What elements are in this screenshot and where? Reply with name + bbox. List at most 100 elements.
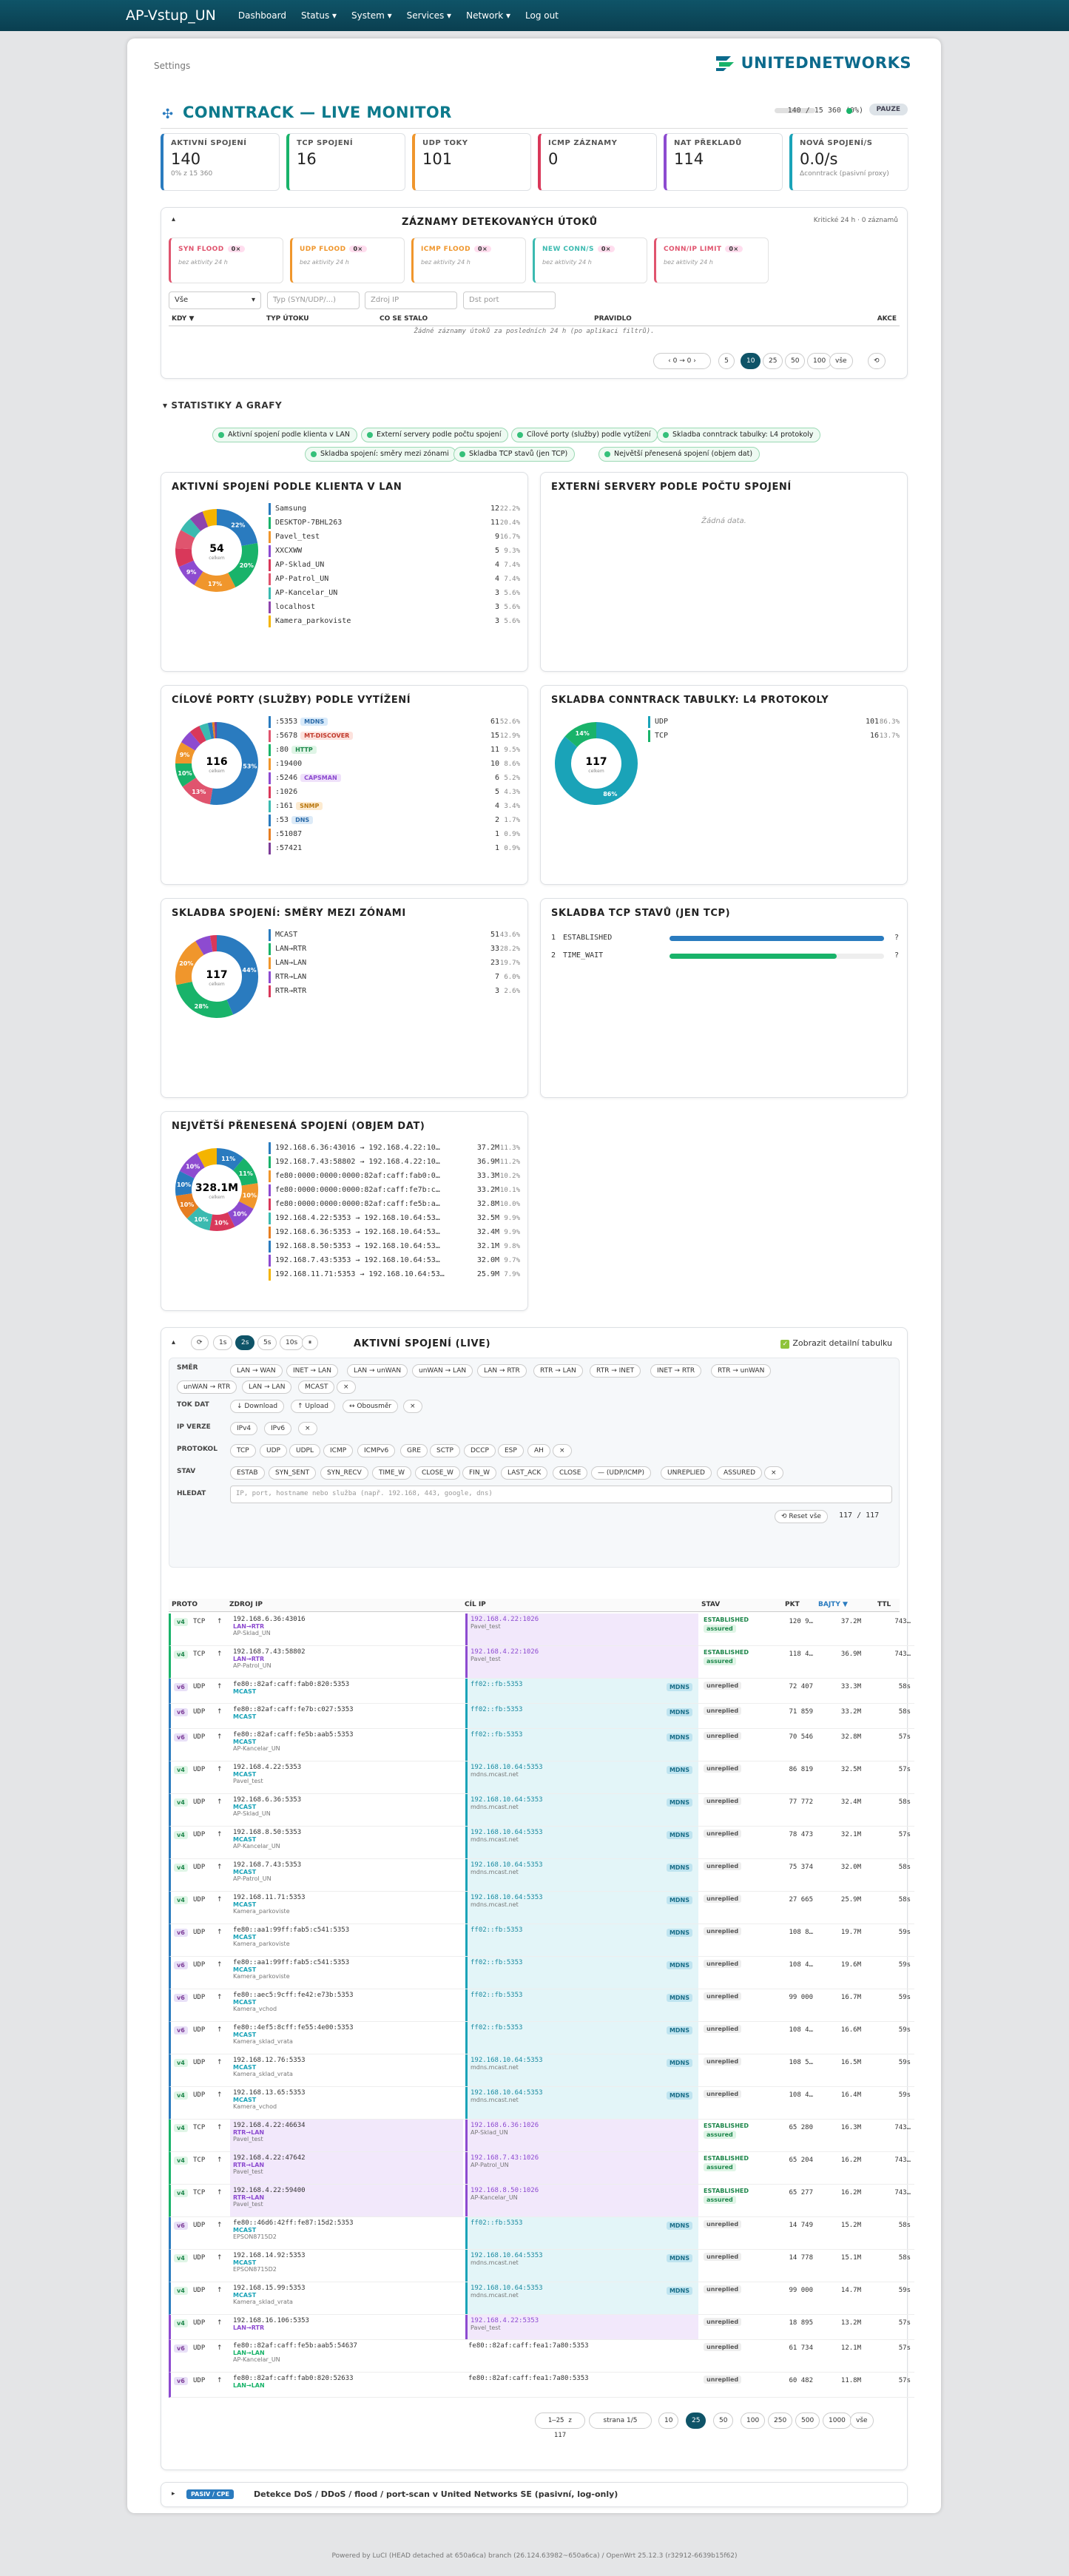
table-row[interactable]: v6 UDP ↑ fe80::82af:caff:fab0:820:5353 MCAST…	[169, 1679, 914, 1704]
page-size-button[interactable]: vše	[829, 353, 853, 369]
live-pager-range[interactable]: 1–25 z 117	[535, 2413, 585, 2439]
legend-row[interactable]: Kamera_parkoviste 3 5.6%	[269, 615, 520, 629]
filter-button[interactable]: UDPL	[289, 1444, 320, 1457]
filter-button[interactable]: ×	[298, 1422, 317, 1435]
donut-slice[interactable]	[216, 1148, 244, 1171]
table-row[interactable]: v4 TCP ↑ 192.168.7.43:58802 LAN→RTR AP-Patrol…	[169, 1646, 914, 1679]
attack-type-card[interactable]: CONN/IP LIMIT 0× bez aktivity 24 h	[654, 237, 769, 283]
donut-slice[interactable]	[182, 777, 214, 805]
attack-type-card[interactable]: NEW CONN/S 0× bez aktivity 24 h	[533, 237, 647, 283]
donut-slice[interactable]	[194, 571, 236, 592]
donut-slice[interactable]	[216, 509, 258, 547]
donut-slice[interactable]	[175, 940, 205, 985]
col-ttl[interactable]: TTL	[877, 1601, 891, 1608]
nav-services[interactable]: Services ▾	[406, 10, 452, 21]
table-row[interactable]: v6 UDP ↑ fe80::4ef5:8cff:fe55:4e00:5353 MCAS…	[169, 2022, 914, 2054]
table-row[interactable]: v4 UDP ↑ 192.168.7.43:5353 MCAST AP-Patrol_UN…	[169, 1859, 914, 1892]
table-row[interactable]: v4 UDP ↑ 192.168.6.36:5353 MCAST AP-Sklad_UN 1…	[169, 1794, 914, 1827]
filter-button[interactable]: ↓ Download	[230, 1400, 285, 1413]
checkbox-checked-icon[interactable]: ✓	[780, 1340, 790, 1349]
filter-button[interactable]: LAN → unWAN	[347, 1364, 408, 1378]
nav-dashboard[interactable]: Dashboard	[237, 10, 286, 21]
donut-slice[interactable]	[199, 723, 212, 741]
page-size-button[interactable]: 50	[785, 353, 806, 369]
col-kdy[interactable]: KDY ▼	[172, 315, 195, 323]
filter-button[interactable]: IPv4	[230, 1422, 258, 1435]
legend-row[interactable]: RTR→LAN 7 6.0%	[269, 971, 520, 985]
nav-status[interactable]: Status ▾	[300, 10, 337, 21]
legend-row[interactable]: 192.168.11.71:5353 → 192.168.10.64:53… 25…	[269, 1268, 520, 1282]
legend-row[interactable]: localhost 3 5.6%	[269, 601, 520, 615]
legend-row[interactable]: XXCXWW 5 9.3%	[269, 544, 520, 559]
table-row[interactable]: v4 UDP ↑ 192.168.15.99:5353 MCAST Kamera_skla…	[169, 2282, 914, 2315]
refresh-interval-button[interactable]: 2s	[235, 1335, 255, 1350]
table-row[interactable]: v4 UDP ↑ 192.168.14.92:5353 MCAST EPSON8715D2…	[169, 2250, 914, 2282]
donut-slice[interactable]	[175, 1193, 200, 1219]
show-detail-toggle[interactable]: ✓ Zobrazit detailní tabulku	[780, 1338, 892, 1349]
table-row[interactable]: v6 UDP ↑ fe80::46d6:42ff:fe87:15d2:5353 MCAS…	[169, 2217, 914, 2250]
table-row[interactable]: v4 TCP ↑ 192.168.4.22:46634 RTR→LAN Pavel_tes…	[169, 2120, 914, 2152]
col-src[interactable]: ZDROJ IP	[229, 1601, 263, 1608]
donut-slice[interactable]	[227, 543, 258, 587]
legend-row[interactable]: AP-Sklad_UN 4 7.4%	[269, 559, 520, 573]
filter-button[interactable]: RTR → unWAN	[711, 1364, 772, 1378]
attack-type-card[interactable]: ICMP FLOOD 0× bez aktivity 24 h	[411, 237, 526, 283]
legend-row[interactable]: RTR→RTR 3 2.6%	[269, 985, 520, 999]
filter-button[interactable]: INET → LAN	[286, 1364, 338, 1378]
chart-toggle-chip[interactable]: Externí servery podle počtu spojení	[361, 428, 509, 442]
table-row[interactable]: v4 UDP ↑ 192.168.12.76:5353 MCAST Kamera_skla…	[169, 2054, 914, 2087]
legend-row[interactable]: MCAST 51 43.6%	[269, 928, 520, 943]
filter-button[interactable]: DCCP	[464, 1444, 496, 1457]
table-row[interactable]: v4 UDP ↑ 192.168.13.65:5353 MCAST Kamera_vcho…	[169, 2087, 914, 2120]
attack-type-card[interactable]: SYN FLOOD 0× bez aktivity 24 h	[169, 237, 283, 283]
filter-button[interactable]: LAN → WAN	[230, 1364, 283, 1378]
filter-src-input[interactable]: Zdroj IP	[365, 291, 457, 309]
filter-button[interactable]: ASSURED	[717, 1466, 763, 1480]
refresh-interval-button[interactable]: 5s	[257, 1335, 277, 1350]
filter-button[interactable]: ×	[553, 1444, 572, 1457]
legend-row[interactable]: 192.168.6.36:43016 → 192.168.4.22:10… 37.…	[269, 1142, 520, 1156]
live-page-size-button[interactable]: 10	[658, 2413, 679, 2429]
donut-slice[interactable]	[202, 509, 217, 527]
donut-slice[interactable]	[555, 722, 638, 805]
donut-slice[interactable]	[209, 722, 258, 805]
filter-button[interactable]: SCTP	[430, 1444, 460, 1457]
refresh-interval-button[interactable]: ⟳	[191, 1335, 209, 1350]
table-row[interactable]: v4 TCP ↑ 192.168.6.36:43016 LAN→RTR AP-Sklad_…	[169, 1614, 914, 1646]
donut-slice[interactable]	[207, 722, 215, 739]
refresh-interval-button[interactable]: ⏸	[302, 1335, 318, 1350]
legend-row[interactable]: LAN→RTR 33 28.2%	[269, 943, 520, 957]
filter-button[interactable]: IPv6	[264, 1422, 292, 1435]
page-size-button[interactable]: 25	[763, 353, 783, 369]
table-row[interactable]: v4 UDP ↑ 192.168.16.106:5353 LAN→RTR 192.168.…	[169, 2315, 914, 2340]
donut-slice[interactable]	[181, 519, 201, 539]
legend-row[interactable]: :1026 5 4.3%	[269, 786, 520, 800]
donut-slice[interactable]	[175, 530, 195, 550]
refresh-interval-button[interactable]: 1s	[213, 1335, 233, 1350]
col-dst[interactable]: CÍL IP	[465, 1601, 486, 1608]
table-row[interactable]: v6 UDP ↑ fe80::aec5:9cff:fe42:e73b:5353 MCAS…	[169, 1989, 914, 2022]
live-search-input[interactable]: IP, port, hostname nebo služba (např. 19…	[230, 1486, 892, 1503]
donut-slice[interactable]	[238, 1183, 258, 1210]
brand-link[interactable]: AP-Vstup_UN	[126, 7, 216, 24]
table-row[interactable]: v4 UDP ↑ 192.168.8.50:5353 MCAST AP-Kancelar_…	[169, 1827, 914, 1859]
expand-icon[interactable]: ▸	[172, 2490, 175, 2498]
legend-row[interactable]: :80 HTTP 11 9.5%	[269, 744, 520, 758]
table-row[interactable]: v4 UDP ↑ 192.168.4.22:5353 MCAST Pavel_test 19…	[169, 1761, 914, 1794]
page-size-button[interactable]: 5	[718, 353, 735, 369]
donut-slice[interactable]	[209, 935, 217, 952]
chart-toggle-chip[interactable]: Největší přenesená spojení (objem dat)	[598, 447, 761, 462]
table-row[interactable]: v6 UDP ↑ fe80::aa1:99ff:fab5:c541:5353 MCAST…	[169, 1924, 914, 1957]
live-page-size-button[interactable]: 500	[795, 2413, 820, 2429]
table-row[interactable]: v6 UDP ↑ fe80::aa1:99ff:fab5:c541:5353 MCAST…	[169, 1957, 914, 1989]
donut-slice[interactable]	[175, 742, 196, 764]
chart-toggle-chip[interactable]: Aktivní spojení podle klienta v LAN	[212, 428, 357, 442]
live-page-size-button[interactable]: 25	[686, 2413, 707, 2429]
filter-button[interactable]: SYN_SENT	[269, 1466, 317, 1480]
filter-button[interactable]: UNREPLIED	[661, 1466, 712, 1480]
legend-row[interactable]: TCP 16 13.7%	[648, 729, 900, 744]
attack-pager-nav[interactable]: ‹ 0 → 0 ›	[653, 353, 711, 369]
legend-row[interactable]: :5678 MT-DISCOVER 15 12.9%	[269, 729, 520, 744]
filter-button[interactable]: LAN → LAN	[242, 1380, 292, 1394]
live-page-size-button[interactable]: vše	[850, 2413, 874, 2429]
